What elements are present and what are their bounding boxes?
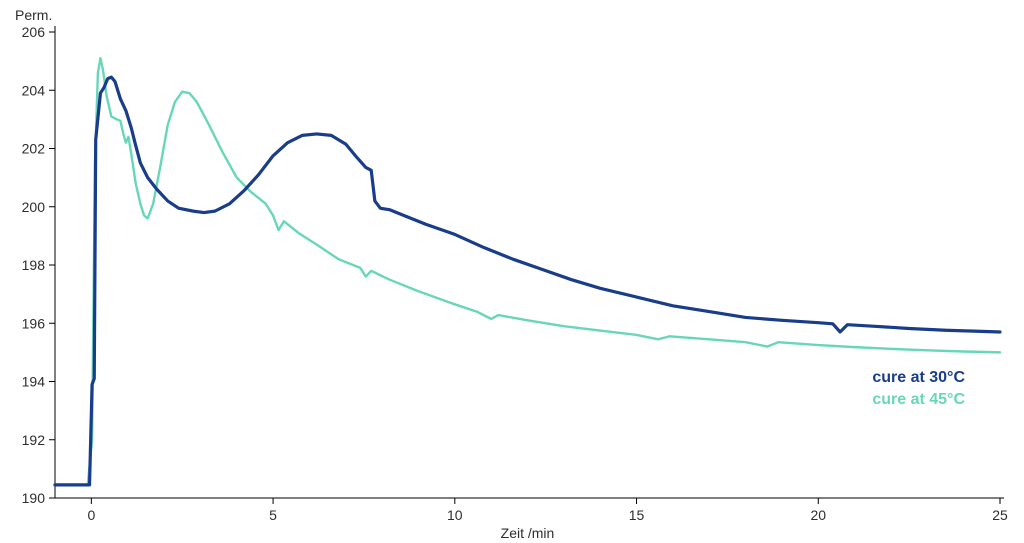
x-axis-title: Zeit /min xyxy=(501,525,555,541)
legend-item-0: cure at 30°C xyxy=(872,369,965,386)
x-tick-label: 10 xyxy=(447,507,463,523)
chart-svg: 190 192 194 196 198 200 202 204 206Perm. 0 5 10 15 20… xyxy=(0,0,1024,543)
y-tick-label: 192 xyxy=(22,432,46,448)
y-tick-label: 206 xyxy=(22,24,46,40)
y-axis-title: Perm. xyxy=(15,7,52,23)
x-tick-label: 20 xyxy=(810,507,826,523)
perm-time-chart: 190 192 194 196 198 200 202 204 206Perm. 0 5 10 15 20… xyxy=(0,0,1024,543)
x-tick-label: 25 xyxy=(992,507,1008,523)
y-tick-label: 204 xyxy=(22,82,46,98)
y-tick-label: 198 xyxy=(22,257,46,273)
y-tick-label: 202 xyxy=(22,141,46,157)
x-tick-label: 15 xyxy=(629,507,645,523)
y-tick-label: 194 xyxy=(22,374,46,390)
y-tick-label: 190 xyxy=(22,490,46,506)
x-tick-label: 5 xyxy=(269,507,277,523)
chart-bg xyxy=(0,0,1024,543)
y-tick-label: 200 xyxy=(22,199,46,215)
x-tick-label: 0 xyxy=(87,507,95,523)
y-tick-label: 196 xyxy=(22,315,46,331)
legend-item-1: cure at 45°C xyxy=(872,391,965,408)
